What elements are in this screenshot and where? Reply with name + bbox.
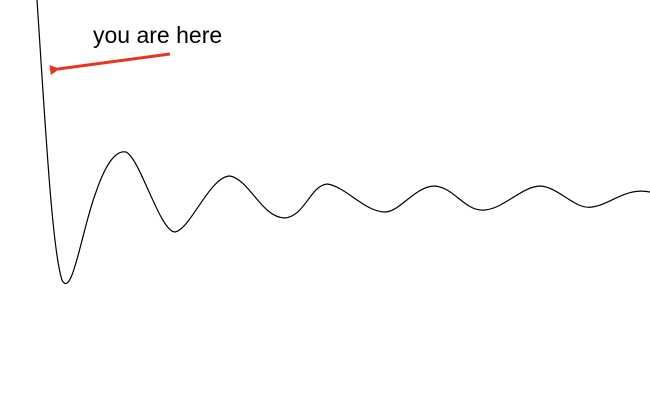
damped-oscillation-curve xyxy=(36,0,650,284)
you-are-here-label: you are here xyxy=(93,22,222,48)
pointer-arrow xyxy=(49,52,171,76)
